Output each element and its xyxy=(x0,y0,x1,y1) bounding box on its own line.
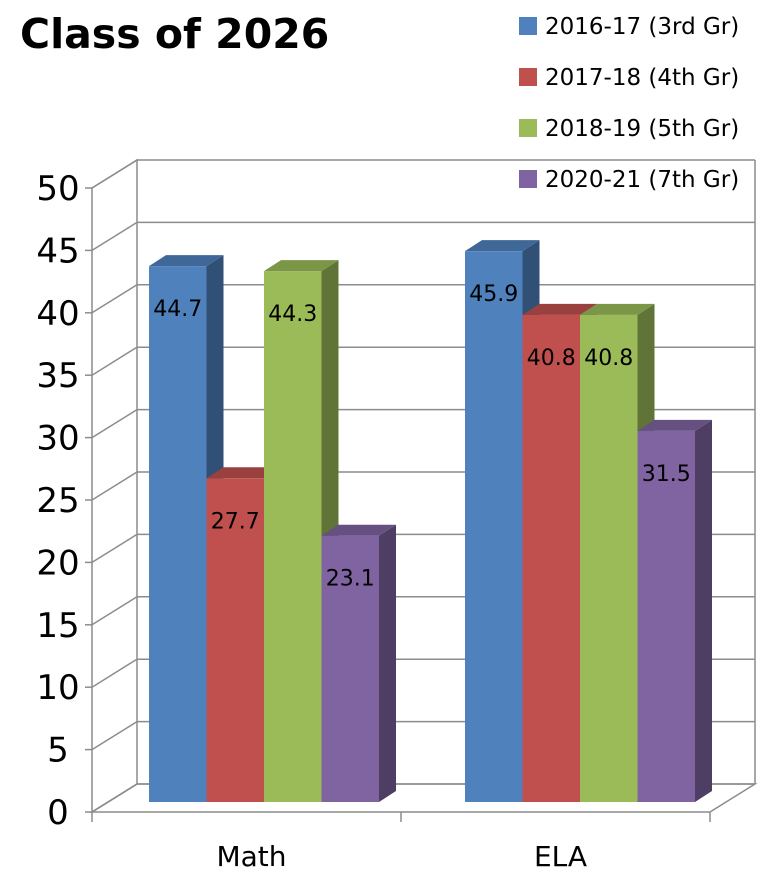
legend-swatch xyxy=(519,170,537,188)
legend-item: 2020-21 (7th Gr) xyxy=(519,167,739,193)
x-axis-ticks: Math ELA xyxy=(91,812,711,872)
data-label: 27.7 xyxy=(211,509,260,534)
bar-top xyxy=(522,303,597,315)
legend-swatch xyxy=(519,119,537,137)
legend-swatch xyxy=(519,68,537,86)
y-tick-label: 20 xyxy=(36,543,79,583)
legend-swatch xyxy=(519,17,537,35)
bars xyxy=(149,240,712,803)
bar-front xyxy=(465,251,523,803)
gridline xyxy=(91,221,755,252)
x-tick-label: Math xyxy=(216,840,286,872)
y-tick-label: 10 xyxy=(36,668,79,708)
bar-top xyxy=(206,467,281,479)
y-tick-label: 50 xyxy=(36,169,79,209)
y-tick-label: 0 xyxy=(47,793,69,833)
legend-item: 2018-19 (5th Gr) xyxy=(519,116,739,142)
bar-top xyxy=(580,303,655,315)
gridline xyxy=(91,159,755,189)
bar-top xyxy=(465,240,540,252)
bar xyxy=(637,419,712,802)
y-tick-label: 45 xyxy=(36,231,79,271)
bar-front xyxy=(149,266,207,802)
gridlines xyxy=(91,159,755,813)
x-tick-label: ELA xyxy=(534,840,587,872)
y-tick-label: 30 xyxy=(36,419,79,459)
legend-item: 2016-17 (3rd Gr) xyxy=(519,14,739,40)
bar-front xyxy=(580,314,638,802)
bar-side xyxy=(695,419,712,802)
data-labels: 44.7 27.7 44.3 23.1 45.9 40.8 40.8 31.5 xyxy=(153,282,690,592)
legend-item: 2017-18 (4th Gr) xyxy=(519,65,739,91)
bar-top xyxy=(264,260,339,272)
legend-label: 2018-19 (5th Gr) xyxy=(545,116,739,142)
legend-label: 2016-17 (3rd Gr) xyxy=(545,14,739,40)
bar xyxy=(321,524,396,802)
bar-top xyxy=(637,419,712,431)
data-label: 44.3 xyxy=(268,302,317,327)
bar-front xyxy=(206,478,264,802)
data-label: 40.8 xyxy=(527,346,576,371)
data-label: 23.1 xyxy=(326,567,375,592)
bar-front xyxy=(321,535,379,802)
y-tick-label: 25 xyxy=(36,481,79,521)
bar-front xyxy=(264,271,322,802)
chart-title: Class of 2026 xyxy=(20,10,329,58)
y-axis-ticks: 0 5 10 15 20 25 30 35 40 45 50 xyxy=(36,169,92,833)
gridline xyxy=(91,284,755,314)
bar-top xyxy=(321,524,396,536)
bar-top xyxy=(149,255,224,267)
data-label: 45.9 xyxy=(469,282,518,307)
bar-side xyxy=(379,524,396,802)
legend-label: 2020-21 (7th Gr) xyxy=(545,167,739,193)
legend-label: 2017-18 (4th Gr) xyxy=(545,65,739,91)
data-label: 44.7 xyxy=(153,297,202,322)
data-label: 31.5 xyxy=(642,462,691,487)
y-tick-label: 15 xyxy=(36,606,79,646)
legend: 2016-17 (3rd Gr) 2017-18 (4th Gr) 2018-19 … xyxy=(519,14,739,193)
y-tick-label: 5 xyxy=(47,731,69,771)
data-label: 40.8 xyxy=(584,346,633,371)
y-tick-label: 40 xyxy=(36,294,79,334)
bar-front xyxy=(522,314,580,802)
bar-front xyxy=(637,430,695,802)
y-tick-label: 35 xyxy=(36,356,79,396)
